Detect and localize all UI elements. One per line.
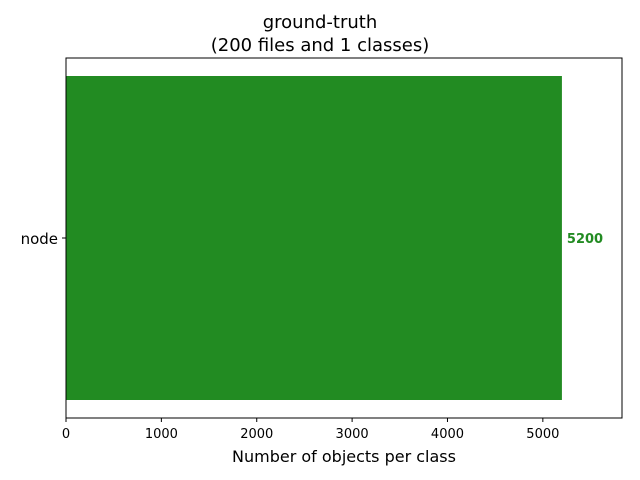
x-tick-label-4000: 4000 — [431, 427, 464, 442]
x-tick-label-1000: 1000 — [145, 427, 178, 442]
x-tick-label-0: 0 — [62, 427, 70, 442]
x-tick-label-5000: 5000 — [526, 427, 559, 442]
x-tick-label-2000: 2000 — [240, 427, 273, 442]
x-tick-label-3000: 3000 — [336, 427, 369, 442]
bar-node — [66, 76, 562, 400]
y-tick-label-node: node — [21, 230, 58, 248]
data-label-node: 5200 — [567, 232, 603, 247]
x-axis-label: Number of objects per class — [232, 447, 456, 466]
chart-subtitle: (200 files and 1 classes) — [210, 35, 430, 56]
chart-title: ground-truth — [262, 12, 378, 33]
axes-frame — [65, 57, 623, 419]
